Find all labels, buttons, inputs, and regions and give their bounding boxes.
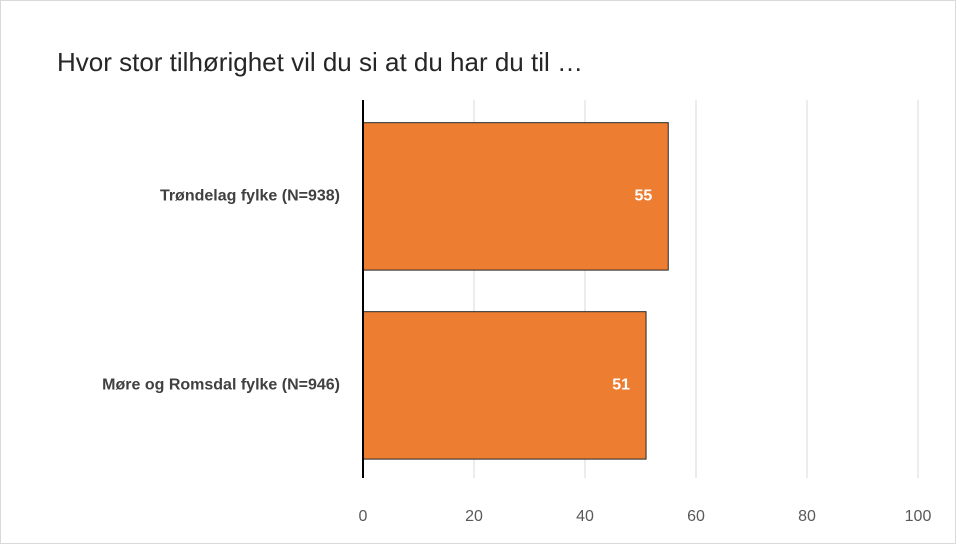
data-label: 51 xyxy=(612,377,630,394)
x-tick-label: 0 xyxy=(359,508,368,525)
x-tick-label: 80 xyxy=(798,508,816,525)
chart-title: Hvor stor tilhørighet vil du si at du ha… xyxy=(57,47,583,77)
y-tick-label: Møre og Romsdal fylke (N=946) xyxy=(102,377,340,394)
x-tick-label: 20 xyxy=(465,508,483,525)
bar xyxy=(362,122,669,271)
data-label: 55 xyxy=(634,188,652,205)
x-tick-label: 40 xyxy=(576,508,594,525)
bar xyxy=(362,311,647,460)
x-tick-label: 100 xyxy=(905,508,932,525)
y-tick-label: Trøndelag fylke (N=938) xyxy=(160,188,340,205)
x-tick-label: 60 xyxy=(687,508,705,525)
